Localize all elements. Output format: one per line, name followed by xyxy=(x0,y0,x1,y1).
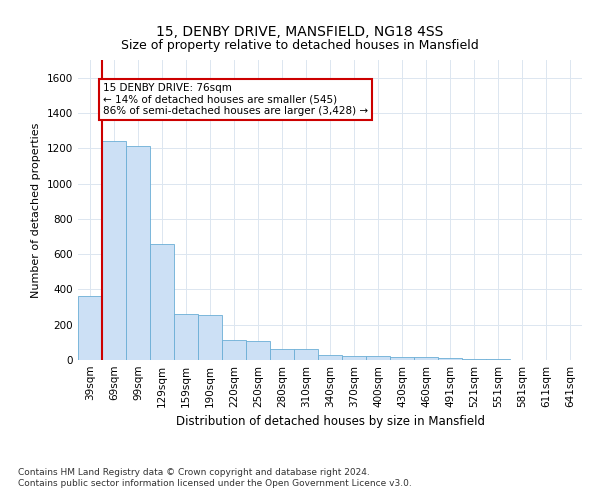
Y-axis label: Number of detached properties: Number of detached properties xyxy=(31,122,41,298)
Text: Size of property relative to detached houses in Mansfield: Size of property relative to detached ho… xyxy=(121,38,479,52)
Bar xyxy=(462,359,486,360)
Bar xyxy=(150,244,174,360)
Bar xyxy=(390,357,414,360)
Bar xyxy=(366,356,390,360)
Text: Contains HM Land Registry data © Crown copyright and database right 2024.
Contai: Contains HM Land Registry data © Crown c… xyxy=(18,468,412,487)
Text: 15 DENBY DRIVE: 76sqm
← 14% of detached houses are smaller (545)
86% of semi-det: 15 DENBY DRIVE: 76sqm ← 14% of detached … xyxy=(103,83,368,116)
Bar xyxy=(294,350,318,360)
Bar xyxy=(270,348,294,360)
Bar xyxy=(438,358,462,360)
Bar xyxy=(318,354,342,360)
Bar xyxy=(246,340,270,360)
Bar xyxy=(174,314,198,360)
X-axis label: Distribution of detached houses by size in Mansfield: Distribution of detached houses by size … xyxy=(176,416,485,428)
Text: 15, DENBY DRIVE, MANSFIELD, NG18 4SS: 15, DENBY DRIVE, MANSFIELD, NG18 4SS xyxy=(157,26,443,40)
Bar xyxy=(102,141,126,360)
Bar xyxy=(342,356,366,360)
Bar xyxy=(222,340,246,360)
Bar xyxy=(126,146,150,360)
Bar xyxy=(78,296,102,360)
Bar xyxy=(414,358,438,360)
Bar xyxy=(198,315,222,360)
